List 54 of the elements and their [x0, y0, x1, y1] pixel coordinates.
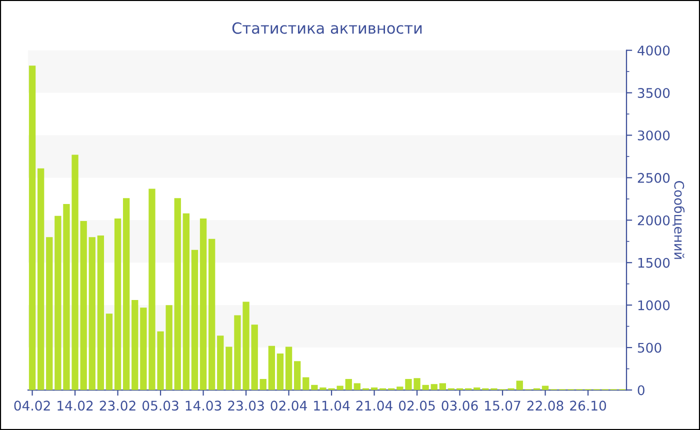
bar [439, 383, 446, 390]
y-tick-label: 500 [638, 342, 662, 353]
bar [542, 386, 549, 390]
x-tick-label: 05.03 [142, 400, 178, 411]
x-tick-label: 14.03 [186, 400, 222, 411]
x-tick-label: 23.02 [100, 400, 136, 411]
bar [354, 383, 361, 390]
bar [97, 235, 104, 390]
bar [200, 218, 207, 390]
bar [46, 237, 53, 390]
x-tick-label: 26.10 [570, 400, 606, 411]
y-tick-label: 1000 [638, 300, 670, 310]
bar [285, 346, 292, 390]
y-axis-title: Сообщений [672, 180, 685, 259]
bar [28, 66, 36, 390]
bar [516, 380, 523, 390]
bar [182, 213, 190, 390]
x-tick-label: 02.04 [270, 400, 307, 411]
x-tick-label: 23.03 [228, 400, 264, 411]
y-tick-label: 2000 [638, 215, 670, 226]
x-tick-label: 03.06 [442, 400, 478, 411]
bar [191, 250, 198, 390]
chart-title: Статистика активности [232, 22, 422, 34]
bar [122, 198, 130, 390]
bar [260, 378, 266, 390]
bar [474, 387, 480, 390]
y-tick-label: 2500 [638, 172, 670, 183]
x-tick-label: 11.04 [314, 400, 350, 411]
bar [174, 198, 181, 390]
bar [217, 336, 224, 390]
bar [208, 238, 216, 390]
y-tick-label: 4000 [638, 46, 670, 56]
y-tick-label: 0 [638, 385, 644, 396]
x-tick-label: 14.02 [58, 400, 93, 411]
bar [268, 346, 276, 390]
bar [345, 378, 352, 390]
y-tick-label: 3500 [638, 88, 670, 98]
bar [88, 237, 96, 390]
bar [114, 218, 122, 390]
y-tick-label: 3000 [638, 130, 670, 140]
x-tick-label: 02.05 [399, 400, 435, 411]
bar [132, 300, 138, 390]
bar [106, 314, 113, 390]
y-tick-label: 1500 [638, 258, 670, 268]
bar [37, 168, 44, 390]
bar [302, 377, 310, 390]
x-tick-label: 21.04 [356, 400, 392, 411]
x-tick-label: 22.08 [527, 400, 564, 411]
x-tick-label: 15.07 [485, 400, 520, 411]
bar [294, 361, 301, 390]
bar [276, 353, 284, 390]
bar [370, 387, 378, 390]
x-tick-label: 04.02 [14, 400, 50, 411]
bar [430, 384, 438, 390]
